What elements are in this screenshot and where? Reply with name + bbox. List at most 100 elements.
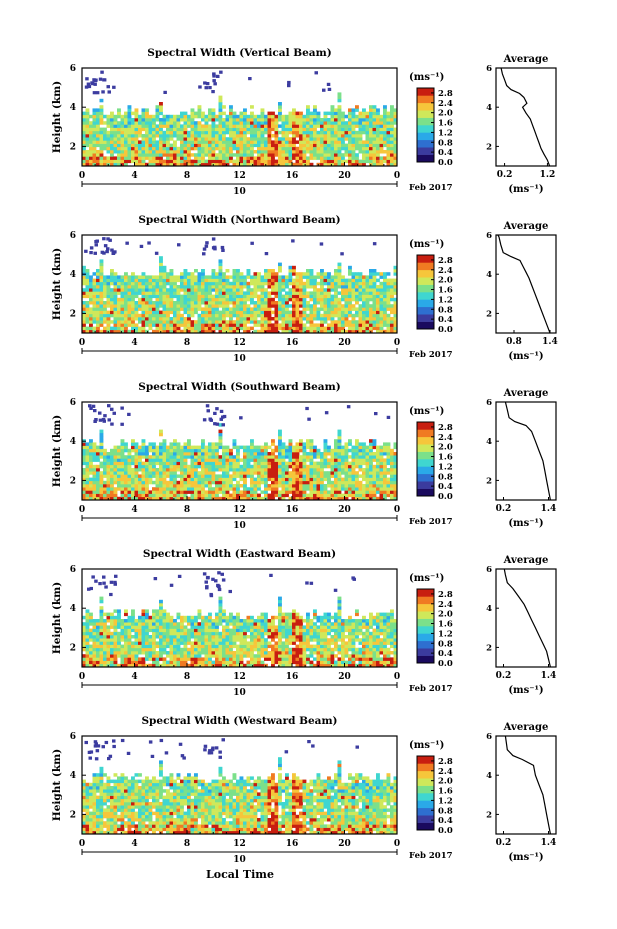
heatmap-cell <box>215 304 219 308</box>
heatmap-cell <box>190 304 195 308</box>
heatmap-cell <box>309 137 314 141</box>
heatmap-cell <box>166 275 170 279</box>
heatmap-cell <box>250 275 254 279</box>
heatmap-cell <box>201 153 205 157</box>
heatmap-cell <box>211 471 216 475</box>
heatmap-cell <box>82 130 86 135</box>
heatmap-cell <box>131 468 135 472</box>
heatmap-cell <box>393 307 398 311</box>
heatmap-cell <box>218 162 223 167</box>
heatmap-cell <box>124 307 128 311</box>
sparse-echo <box>95 239 99 243</box>
heatmap-cell <box>110 146 114 151</box>
heatmap-cell <box>334 272 338 276</box>
heatmap-cell <box>330 317 335 321</box>
heatmap-cell <box>253 291 258 295</box>
heatmap-cell <box>264 301 268 305</box>
heatmap-cell <box>383 493 387 498</box>
heatmap-cell <box>92 130 97 135</box>
heatmap-cell <box>285 134 289 138</box>
heatmap-cell <box>302 317 307 321</box>
heatmap-cell <box>365 291 370 295</box>
heatmap-cell <box>320 294 324 299</box>
heatmap-cell <box>250 278 254 283</box>
heatmap-cell <box>285 471 289 475</box>
heatmap-cell <box>239 496 244 501</box>
heatmap-cell <box>201 130 205 135</box>
heatmap-cell <box>295 121 300 125</box>
heatmap-cell <box>176 301 181 305</box>
heatmap-cell <box>169 329 174 334</box>
heatmap-cell <box>376 458 380 462</box>
heatmap-cell <box>89 114 93 119</box>
x-tick-label: 16 <box>286 505 299 515</box>
heatmap-cell <box>99 452 104 456</box>
heatmap-cell <box>320 288 324 292</box>
heatmap-cell <box>197 162 202 167</box>
heatmap-cell <box>348 159 352 164</box>
heatmap-cell <box>120 294 125 299</box>
heatmap-cell <box>362 320 366 324</box>
heatmap-cell <box>183 269 188 273</box>
heatmap-cell <box>281 329 286 334</box>
heatmap-cell <box>166 124 170 128</box>
heatmap-cell <box>148 127 153 132</box>
heatmap-cell <box>82 484 86 488</box>
heatmap-cell <box>183 140 188 144</box>
heatmap-cell <box>232 455 237 459</box>
heatmap-cell <box>85 294 90 299</box>
heatmap-cell <box>183 307 188 311</box>
heatmap-cell <box>197 272 202 276</box>
heatmap-cell <box>278 464 282 469</box>
heatmap-cell <box>243 153 247 157</box>
heatmap-cell <box>197 448 202 453</box>
heatmap-cell <box>236 496 240 501</box>
heatmap-cell <box>131 127 135 132</box>
heatmap-cell <box>341 323 345 327</box>
heatmap-cell <box>369 105 373 109</box>
sparse-echo <box>212 79 216 83</box>
heatmap-cell <box>334 294 338 299</box>
heatmap-cell <box>292 461 296 466</box>
heatmap-cell <box>383 307 387 311</box>
heatmap-cell <box>320 304 324 308</box>
heatmap-cell <box>365 468 370 472</box>
heatmap-cell <box>260 455 265 459</box>
sparse-echo <box>215 407 219 411</box>
heatmap-cell <box>99 297 104 302</box>
heatmap-cell <box>320 455 324 459</box>
heatmap-cell <box>390 329 394 334</box>
heatmap-cell <box>103 130 107 135</box>
heatmap-cell <box>379 162 384 167</box>
heatmap-cell <box>334 484 338 488</box>
heatmap-cell <box>271 474 275 478</box>
heatmap-cell <box>309 162 314 167</box>
heatmap-cell <box>96 487 100 491</box>
heatmap-cell <box>372 275 377 279</box>
heatmap-cell <box>141 285 146 289</box>
heatmap-cell <box>92 301 97 305</box>
heatmap-cell <box>225 487 230 491</box>
heatmap-cell <box>253 162 258 167</box>
colorbar-segment <box>417 321 434 330</box>
heatmap-cell <box>117 140 121 144</box>
heatmap-cell <box>348 143 352 148</box>
heatmap-cell <box>285 278 289 283</box>
heatmap-cell <box>344 294 349 299</box>
heatmap-cell <box>330 464 335 469</box>
heatmap-cell <box>337 436 342 440</box>
heatmap-cell <box>169 323 174 327</box>
heatmap-cell <box>278 313 282 318</box>
heatmap-cell <box>218 294 223 299</box>
heatmap-cell <box>386 323 391 327</box>
heatmap-cell <box>169 291 174 295</box>
heatmap-cell <box>369 445 373 450</box>
heatmap-cell <box>383 130 387 135</box>
heatmap-cell <box>316 294 321 299</box>
heatmap-cell <box>120 326 125 331</box>
heatmap-cell <box>190 464 195 469</box>
heatmap-cell <box>243 477 247 482</box>
heatmap-cell <box>208 493 212 498</box>
heatmap-cell <box>362 121 366 125</box>
heatmap-cell <box>344 304 349 308</box>
